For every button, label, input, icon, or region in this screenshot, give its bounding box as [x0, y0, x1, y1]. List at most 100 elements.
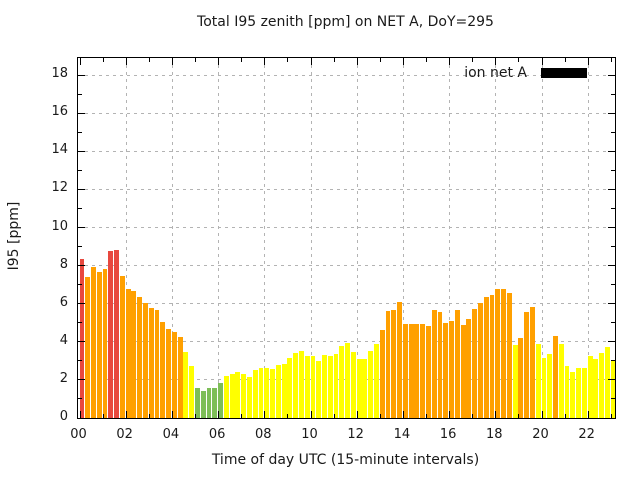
bar [183, 352, 189, 418]
y-tick-label: 16 [51, 104, 68, 120]
bar [148, 307, 154, 418]
x-tick [541, 411, 543, 418]
bar [298, 351, 304, 418]
x-tick [333, 58, 335, 62]
bar [241, 374, 247, 418]
x-tick [125, 411, 127, 418]
bar [246, 377, 252, 418]
bar [212, 388, 218, 418]
y-tick [611, 246, 615, 248]
x-tick [402, 411, 404, 418]
bar [171, 332, 177, 418]
y-tick [608, 74, 615, 76]
bar [79, 258, 85, 418]
x-tick [379, 414, 381, 418]
bar [119, 276, 125, 418]
bar [223, 376, 229, 418]
bar [547, 354, 553, 418]
bar [345, 342, 351, 418]
bar [304, 356, 310, 418]
bar [218, 382, 223, 418]
bar [374, 343, 379, 418]
x-tick-label: 16 [439, 427, 457, 442]
bar [235, 372, 241, 418]
x-tick-label: 08 [255, 427, 272, 442]
bar [166, 329, 172, 418]
bar [333, 354, 339, 418]
x-tick [241, 414, 243, 418]
bar [599, 353, 605, 418]
x-tick [426, 58, 427, 62]
y-tick [78, 284, 82, 286]
bar [501, 289, 506, 418]
bar [449, 320, 454, 418]
y-tick [78, 246, 82, 248]
y-tick [78, 227, 85, 229]
x-tick [218, 411, 220, 418]
bar [108, 251, 114, 418]
x-tick [102, 414, 104, 418]
bar [477, 302, 483, 418]
bar [426, 325, 431, 418]
bar [293, 353, 299, 418]
x-tick [541, 58, 543, 65]
x-gridline [310, 58, 312, 418]
y-tick-label: 8 [59, 256, 68, 272]
y-tick-label: 12 [51, 180, 68, 196]
x-tick-label: 10 [301, 427, 318, 442]
y-tick [78, 360, 82, 362]
y-tick [611, 93, 615, 95]
y-tick [78, 303, 85, 305]
y-tick [611, 284, 615, 286]
x-gridline [218, 58, 220, 418]
x-tick [125, 58, 127, 65]
bar [454, 310, 460, 418]
bar [356, 358, 362, 418]
x-tick [264, 411, 266, 418]
bar [576, 368, 582, 418]
bar [270, 369, 275, 418]
bar [177, 337, 183, 418]
plot-area: ion net A [77, 57, 616, 419]
bar [581, 368, 587, 418]
bar [564, 365, 570, 418]
bar [310, 356, 316, 418]
bar [114, 250, 120, 418]
x-tick [449, 411, 451, 418]
x-gridline [171, 58, 173, 418]
x-tick [564, 414, 566, 418]
x-tick-label: 12 [347, 427, 364, 442]
y-tick [78, 93, 82, 95]
x-tick [218, 58, 220, 65]
y-axis-label: I95 [ppm] [6, 201, 22, 271]
y-tick-label: 0 [59, 409, 68, 424]
bar [518, 338, 524, 418]
x-tick [148, 58, 150, 62]
y-tick [78, 74, 85, 76]
y-tick-label: 4 [59, 332, 68, 348]
bar [258, 367, 264, 418]
bar [420, 323, 426, 418]
bar [483, 297, 489, 418]
bar [506, 293, 512, 418]
bar [379, 330, 385, 418]
y-tick [78, 379, 85, 381]
bar [85, 277, 91, 418]
x-tick [79, 58, 81, 65]
x-tick [564, 58, 566, 62]
x-gridline [125, 58, 127, 418]
bar [91, 266, 96, 418]
bar [350, 352, 356, 418]
bar [437, 312, 443, 418]
y-tick-label: 18 [51, 66, 68, 82]
bar [96, 272, 102, 418]
bar [529, 306, 535, 418]
bar [125, 289, 131, 418]
x-tick [102, 58, 104, 62]
x-tick [610, 58, 612, 62]
x-tick [610, 414, 612, 418]
y-gridline [78, 74, 615, 76]
x-tick [518, 58, 520, 62]
bar [524, 312, 530, 418]
